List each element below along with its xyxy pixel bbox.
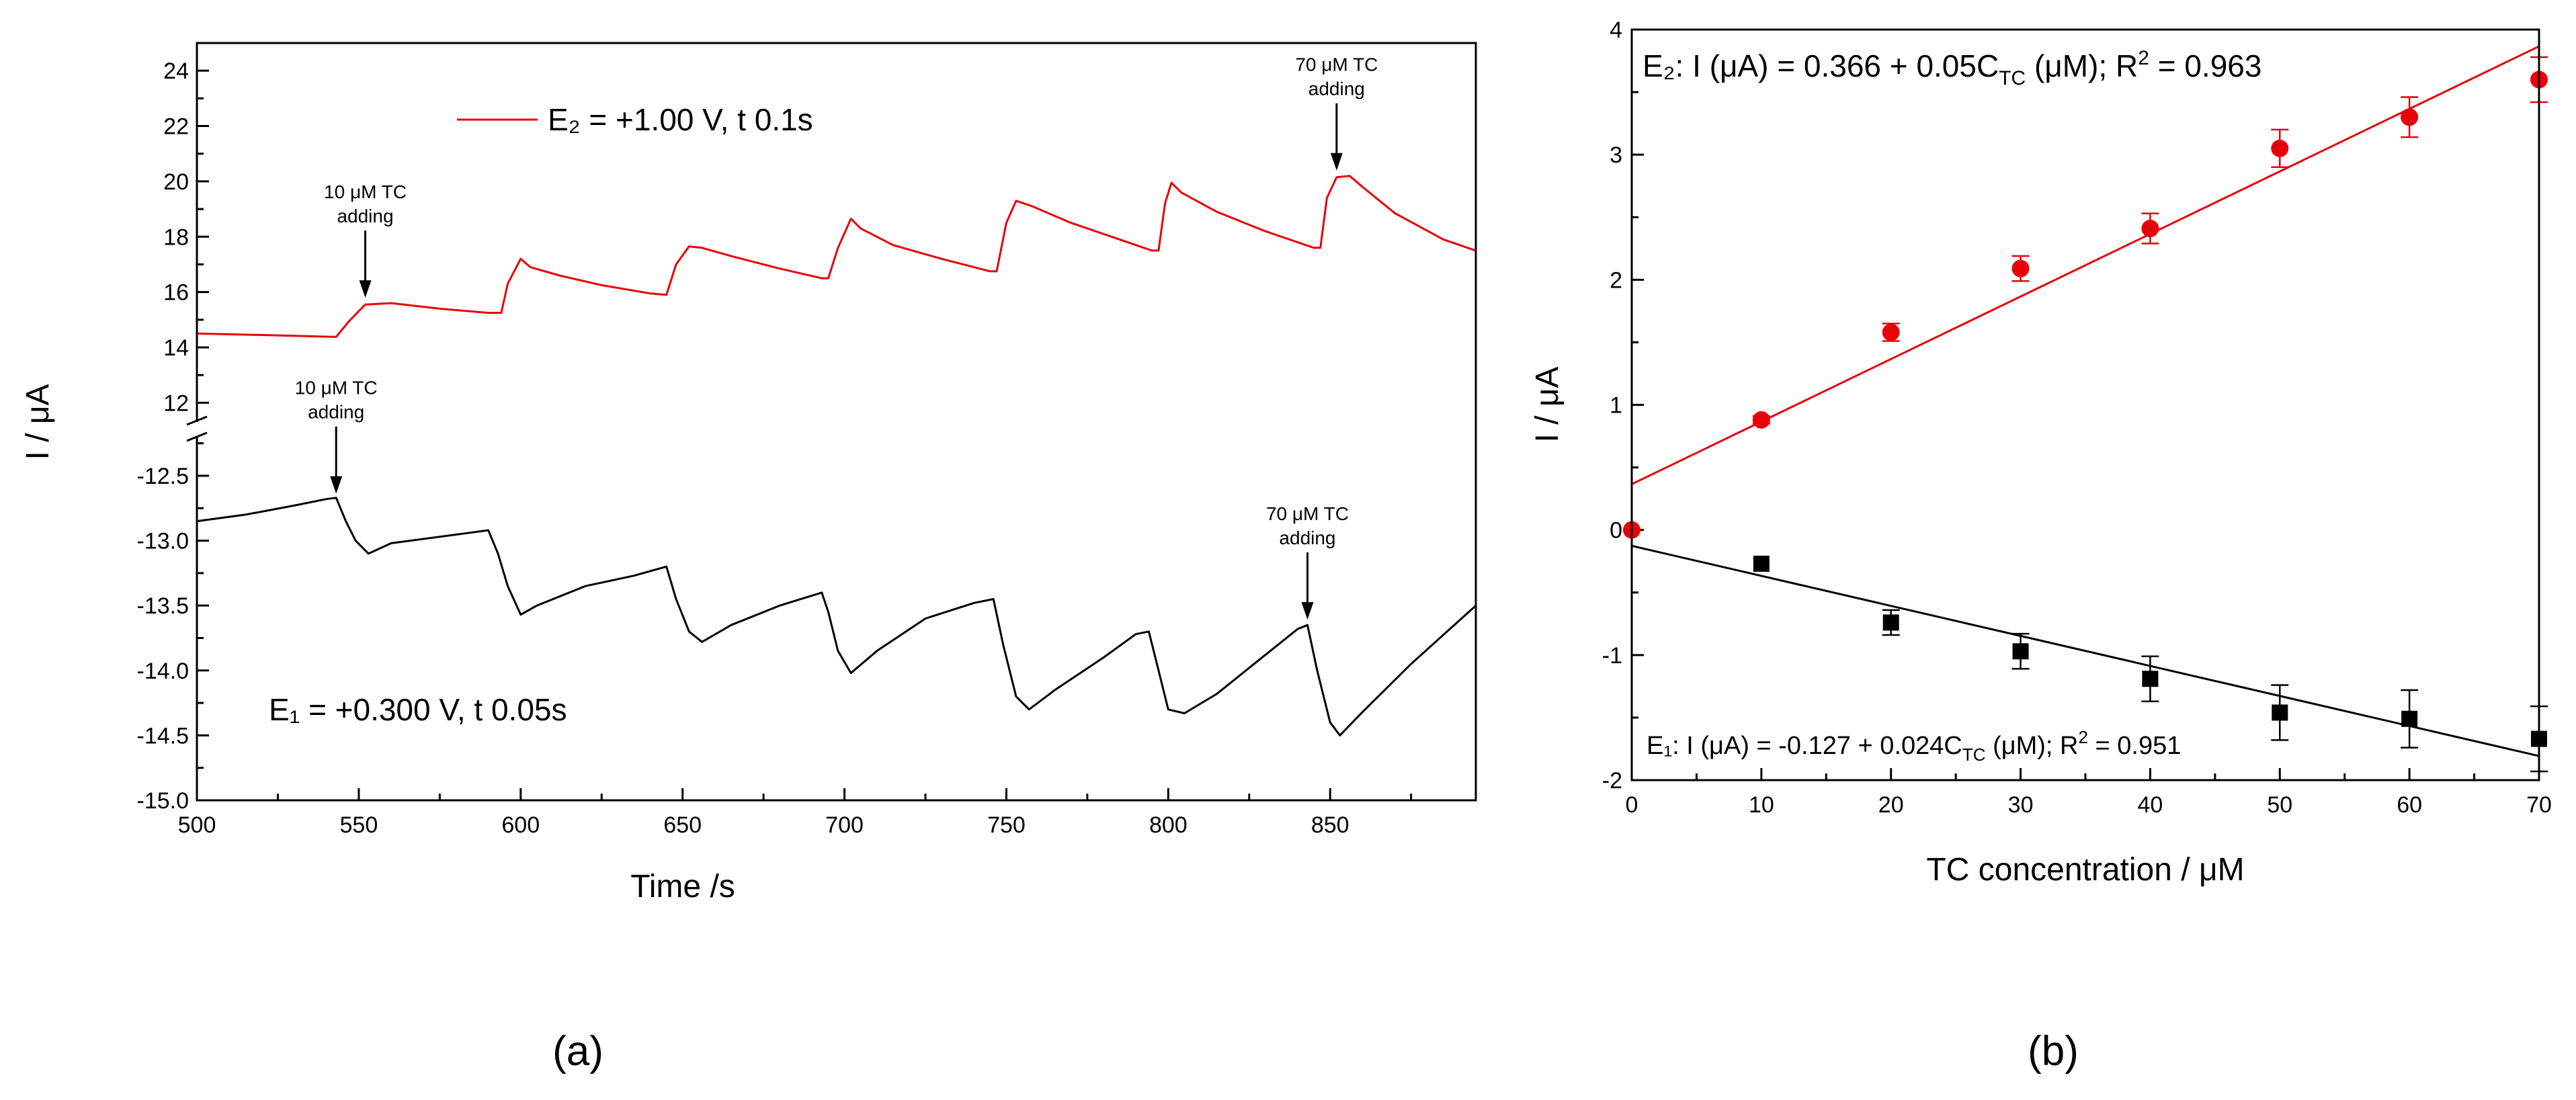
legend-label-e1: E₁ = +0.300 V, t 0.05s	[269, 692, 567, 727]
a-lower-y-tick-label: -13.0	[137, 529, 190, 554]
a-upper-y-tick-label: 12	[163, 390, 189, 416]
b-x-tick-label: 50	[2267, 792, 2292, 818]
fit-line-e2	[1631, 45, 2540, 485]
fit-line-e1	[1631, 544, 2540, 757]
a-upper-y-tick-label: 16	[163, 280, 189, 306]
a-x-tick-label: 850	[1311, 812, 1349, 838]
panel-b-points	[1623, 56, 2548, 773]
b-y-tick-label: 1	[1610, 393, 1622, 419]
data-point-e1	[2401, 710, 2418, 727]
panel-b-chart: 0 10 20 30 40 50 60 70 -2 -1 0 1 2 3 4 E₂: I (μA) = 0.…	[1530, 17, 2552, 1074]
a-lower-y-tick-label: -14.5	[137, 723, 190, 749]
a-x-tick-label: 600	[501, 812, 540, 838]
panel-a-y-axis-title: I / μA	[20, 384, 56, 460]
panel-a-lines	[196, 175, 1477, 736]
panel-b-y-axis-title: I / μA	[1530, 366, 1565, 442]
annotation-line1: 70 μM TC	[1295, 54, 1378, 75]
panel-a-legend-e2: E₂ = +1.00 V, t 0.1s	[457, 102, 813, 137]
series-line-e1	[196, 497, 1477, 736]
b-x-tick-label: 60	[2397, 792, 2422, 818]
b-x-tick-label: 20	[1878, 792, 1904, 818]
series-line-e2	[196, 175, 1477, 338]
annotation-arrow-head	[330, 476, 343, 494]
b-x-tick-label: 70	[2526, 792, 2552, 818]
data-point-e1	[2272, 704, 2288, 721]
data-point-e1	[1882, 614, 1899, 631]
a-x-tick-label: 550	[340, 812, 378, 838]
panel-a-ticks: 500 550 600 650 700 750 800 850 12 14 16 18 20 22 24 -1…	[137, 58, 1413, 838]
a-upper-y-tick-label: 20	[163, 169, 189, 195]
b-x-tick-label: 40	[2138, 792, 2163, 818]
annotation-arrow-head	[359, 280, 372, 298]
a-lower-y-tick-label: -12.5	[137, 464, 190, 489]
a-x-tick-label: 650	[663, 812, 702, 838]
equation-e2: E₂: I (μA) = 0.366 + 0.05CTC (μM); R2 = …	[1643, 47, 2261, 89]
annotation-line1: 10 μM TC	[324, 181, 407, 202]
a-lower-y-tick-label: -15.0	[137, 788, 190, 814]
a-lower-y-tick-label: -14.0	[137, 659, 190, 684]
panel-a-label: (a)	[552, 1028, 604, 1074]
annotation-arrow-head	[1301, 602, 1314, 620]
a-upper-y-tick-label: 18	[163, 224, 189, 250]
data-point-e1	[2012, 643, 2029, 660]
data-point-e2	[2401, 108, 2419, 126]
annotation-line2: adding	[1279, 527, 1335, 548]
equation-e1: E₁: I (μA) = -0.127 + 0.024CTC (μM); R2 …	[1647, 727, 2181, 765]
panel-a-plot-frame	[196, 42, 1477, 802]
panel-a-x-axis-title: Time /s	[630, 869, 735, 904]
a-lower-y-tick-label: -13.5	[137, 593, 190, 619]
a-upper-y-tick-label: 24	[163, 58, 189, 84]
annotation-line2: adding	[308, 402, 364, 423]
a-x-tick-label: 700	[825, 812, 864, 838]
b-x-tick-label: 30	[2008, 792, 2034, 818]
annotation-arrow-head	[1330, 153, 1343, 171]
data-point-e1	[2142, 671, 2159, 687]
panel-a-annotations: 10 μM TC adding 70 μM TC adding 10 μM TC addi…	[295, 54, 1378, 620]
annotation-line1: 10 μM TC	[295, 378, 378, 398]
data-point-e2	[2011, 259, 2030, 278]
legend-label-e2: E₂ = +1.00 V, t 0.1s	[548, 102, 813, 137]
annotation-line1: 70 μM TC	[1266, 503, 1349, 524]
annotation-line2: adding	[337, 206, 393, 226]
data-point-e2	[1882, 323, 1900, 341]
a-upper-y-tick-label: 14	[163, 335, 189, 361]
panel-b-plot-frame	[1630, 28, 2540, 781]
b-x-tick-label: 0	[1626, 792, 1638, 818]
a-x-tick-label: 500	[178, 812, 216, 838]
panel-a-chart: 500 550 600 650 700 750 800 850 12 14 16 18 20 22 24 -1…	[20, 42, 1477, 1074]
data-point-e2	[2141, 220, 2159, 238]
b-y-tick-label: 0	[1610, 518, 1622, 544]
data-point-e2	[2271, 139, 2289, 157]
b-y-tick-label: 4	[1610, 17, 1622, 43]
panel-b-label: (b)	[2028, 1028, 2079, 1074]
data-point-e1	[1753, 555, 1770, 572]
b-y-tick-label: 2	[1610, 267, 1622, 293]
panel-b-fit-lines	[1631, 45, 2540, 757]
data-point-e2	[1752, 411, 1770, 429]
axis-break-marker	[186, 415, 208, 442]
a-x-tick-label: 750	[987, 812, 1026, 838]
b-y-tick-label: -2	[1602, 768, 1622, 794]
b-y-tick-label: -1	[1602, 643, 1622, 669]
annotation-line2: adding	[1308, 79, 1365, 99]
panel-b-x-axis-title: TC concentration / μM	[1926, 852, 2244, 888]
a-upper-y-tick-label: 22	[163, 114, 189, 140]
a-x-tick-label: 800	[1149, 812, 1188, 838]
b-y-tick-label: 3	[1610, 142, 1622, 168]
b-x-tick-label: 10	[1749, 792, 1774, 818]
panel-b-ticks: 0 10 20 30 40 50 60 70 -2 -1 0 1 2 3 4	[1602, 17, 2552, 818]
